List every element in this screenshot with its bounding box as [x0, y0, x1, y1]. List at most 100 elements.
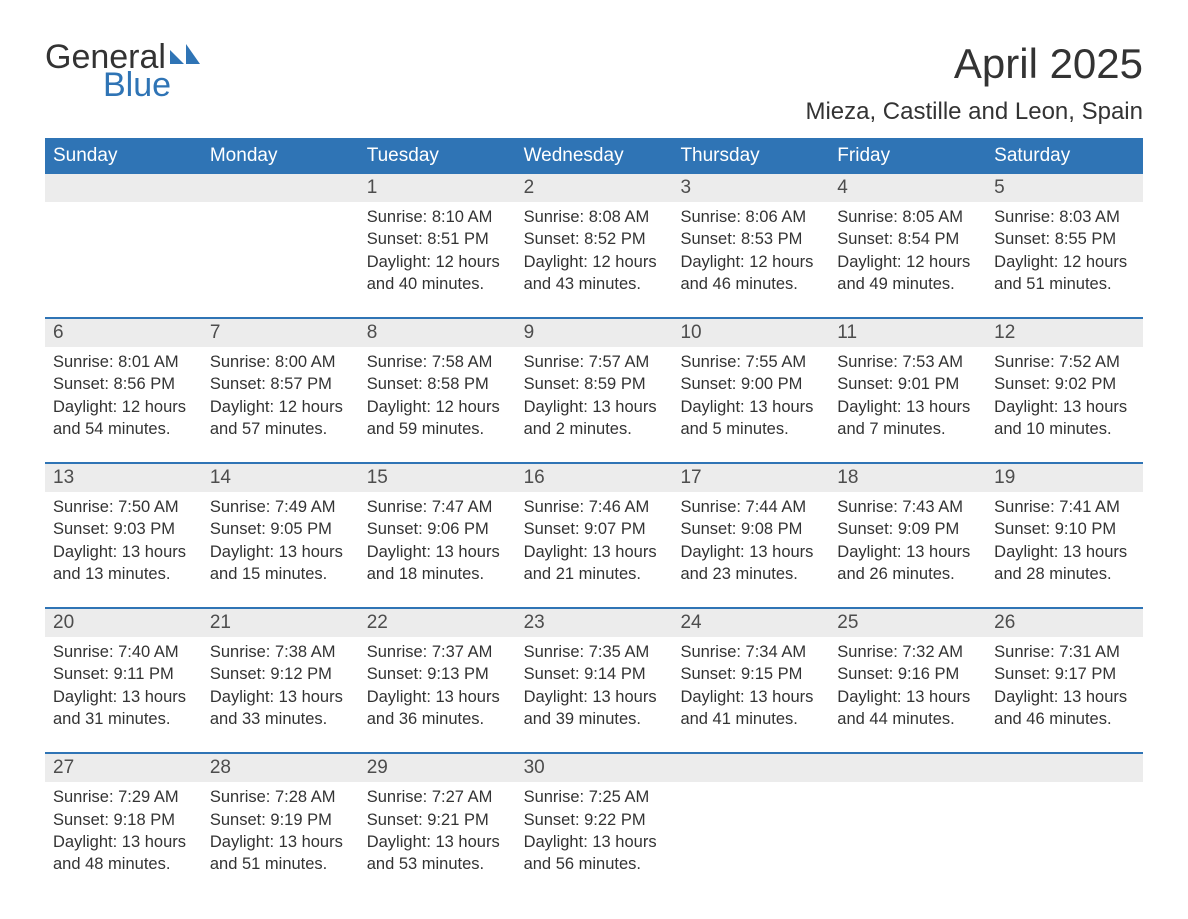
day-line: Sunrise: 8:06 AM — [680, 206, 821, 228]
day-cell — [829, 754, 986, 879]
day-cell: 16Sunrise: 7:46 AMSunset: 9:07 PMDayligh… — [516, 464, 673, 589]
day-line: Sunset: 8:52 PM — [524, 228, 665, 250]
day-body: Sunrise: 7:40 AMSunset: 9:11 PMDaylight:… — [45, 637, 202, 734]
day-body: Sunrise: 7:34 AMSunset: 9:15 PMDaylight:… — [672, 637, 829, 734]
day-body: Sunrise: 8:06 AMSunset: 8:53 PMDaylight:… — [672, 202, 829, 299]
day-line: Sunset: 9:21 PM — [367, 809, 508, 831]
day-number — [202, 174, 359, 202]
day-line: Sunset: 9:01 PM — [837, 373, 978, 395]
day-cell: 24Sunrise: 7:34 AMSunset: 9:15 PMDayligh… — [672, 609, 829, 734]
day-body: Sunrise: 7:31 AMSunset: 9:17 PMDaylight:… — [986, 637, 1143, 734]
day-line: Sunset: 9:18 PM — [53, 809, 194, 831]
day-body: Sunrise: 7:53 AMSunset: 9:01 PMDaylight:… — [829, 347, 986, 444]
day-line: Sunrise: 7:52 AM — [994, 351, 1135, 373]
day-line: Sunset: 8:58 PM — [367, 373, 508, 395]
day-line: Sunset: 9:12 PM — [210, 663, 351, 685]
day-line: Sunrise: 7:29 AM — [53, 786, 194, 808]
day-cell: 5Sunrise: 8:03 AMSunset: 8:55 PMDaylight… — [986, 174, 1143, 299]
day-body: Sunrise: 7:37 AMSunset: 9:13 PMDaylight:… — [359, 637, 516, 734]
day-line: Sunset: 9:05 PM — [210, 518, 351, 540]
day-body: Sunrise: 7:29 AMSunset: 9:18 PMDaylight:… — [45, 782, 202, 879]
day-cell: 17Sunrise: 7:44 AMSunset: 9:08 PMDayligh… — [672, 464, 829, 589]
day-cell: 19Sunrise: 7:41 AMSunset: 9:10 PMDayligh… — [986, 464, 1143, 589]
day-number: 14 — [202, 464, 359, 492]
day-line: Sunrise: 7:28 AM — [210, 786, 351, 808]
day-line: Daylight: 13 hours and 36 minutes. — [367, 686, 508, 731]
day-line: Sunrise: 7:50 AM — [53, 496, 194, 518]
day-line: Sunset: 8:53 PM — [680, 228, 821, 250]
day-line: Daylight: 12 hours and 51 minutes. — [994, 251, 1135, 296]
weekday-thursday: Thursday — [672, 138, 829, 174]
day-number: 11 — [829, 319, 986, 347]
day-line: Sunrise: 7:47 AM — [367, 496, 508, 518]
day-line: Daylight: 13 hours and 2 minutes. — [524, 396, 665, 441]
day-line: Sunset: 9:00 PM — [680, 373, 821, 395]
day-cell: 1Sunrise: 8:10 AMSunset: 8:51 PMDaylight… — [359, 174, 516, 299]
day-number: 15 — [359, 464, 516, 492]
day-cell: 11Sunrise: 7:53 AMSunset: 9:01 PMDayligh… — [829, 319, 986, 444]
day-line: Daylight: 13 hours and 18 minutes. — [367, 541, 508, 586]
day-body: Sunrise: 7:46 AMSunset: 9:07 PMDaylight:… — [516, 492, 673, 589]
day-line: Sunset: 9:14 PM — [524, 663, 665, 685]
day-number: 7 — [202, 319, 359, 347]
day-number — [45, 174, 202, 202]
day-body: Sunrise: 7:49 AMSunset: 9:05 PMDaylight:… — [202, 492, 359, 589]
day-body: Sunrise: 7:55 AMSunset: 9:00 PMDaylight:… — [672, 347, 829, 444]
weekday-wednesday: Wednesday — [516, 138, 673, 174]
day-cell: 26Sunrise: 7:31 AMSunset: 9:17 PMDayligh… — [986, 609, 1143, 734]
day-body: Sunrise: 7:41 AMSunset: 9:10 PMDaylight:… — [986, 492, 1143, 589]
day-number: 22 — [359, 609, 516, 637]
day-line: Sunset: 9:06 PM — [367, 518, 508, 540]
day-number: 6 — [45, 319, 202, 347]
day-cell: 7Sunrise: 8:00 AMSunset: 8:57 PMDaylight… — [202, 319, 359, 444]
day-line: Daylight: 13 hours and 10 minutes. — [994, 396, 1135, 441]
day-line: Daylight: 12 hours and 40 minutes. — [367, 251, 508, 296]
day-number — [986, 754, 1143, 782]
day-number — [829, 754, 986, 782]
day-cell: 22Sunrise: 7:37 AMSunset: 9:13 PMDayligh… — [359, 609, 516, 734]
day-line: Daylight: 13 hours and 53 minutes. — [367, 831, 508, 876]
day-line: Daylight: 13 hours and 28 minutes. — [994, 541, 1135, 586]
day-body: Sunrise: 8:00 AMSunset: 8:57 PMDaylight:… — [202, 347, 359, 444]
day-line: Daylight: 13 hours and 21 minutes. — [524, 541, 665, 586]
day-line: Sunset: 9:19 PM — [210, 809, 351, 831]
day-body: Sunrise: 7:27 AMSunset: 9:21 PMDaylight:… — [359, 782, 516, 879]
day-cell — [45, 174, 202, 299]
day-line: Sunrise: 7:46 AM — [524, 496, 665, 518]
day-line: Sunrise: 7:37 AM — [367, 641, 508, 663]
day-line: Sunrise: 7:53 AM — [837, 351, 978, 373]
day-number: 3 — [672, 174, 829, 202]
day-line: Daylight: 13 hours and 31 minutes. — [53, 686, 194, 731]
day-line: Sunrise: 8:08 AM — [524, 206, 665, 228]
day-body: Sunrise: 7:35 AMSunset: 9:14 PMDaylight:… — [516, 637, 673, 734]
day-body — [672, 782, 829, 790]
day-line: Sunset: 8:59 PM — [524, 373, 665, 395]
day-line: Daylight: 13 hours and 51 minutes. — [210, 831, 351, 876]
day-cell: 20Sunrise: 7:40 AMSunset: 9:11 PMDayligh… — [45, 609, 202, 734]
day-line: Daylight: 12 hours and 46 minutes. — [680, 251, 821, 296]
day-line: Daylight: 13 hours and 41 minutes. — [680, 686, 821, 731]
logo-text-blue: Blue — [103, 68, 200, 102]
day-line: Sunset: 9:22 PM — [524, 809, 665, 831]
day-cell: 12Sunrise: 7:52 AMSunset: 9:02 PMDayligh… — [986, 319, 1143, 444]
day-line: Daylight: 12 hours and 57 minutes. — [210, 396, 351, 441]
day-line: Sunrise: 7:32 AM — [837, 641, 978, 663]
day-number: 17 — [672, 464, 829, 492]
day-number: 21 — [202, 609, 359, 637]
day-cell: 4Sunrise: 8:05 AMSunset: 8:54 PMDaylight… — [829, 174, 986, 299]
day-line: Sunrise: 7:55 AM — [680, 351, 821, 373]
week-row: 27Sunrise: 7:29 AMSunset: 9:18 PMDayligh… — [45, 752, 1143, 879]
weekday-saturday: Saturday — [986, 138, 1143, 174]
day-line: Sunset: 9:16 PM — [837, 663, 978, 685]
day-body: Sunrise: 8:08 AMSunset: 8:52 PMDaylight:… — [516, 202, 673, 299]
weekday-friday: Friday — [829, 138, 986, 174]
week-row: 20Sunrise: 7:40 AMSunset: 9:11 PMDayligh… — [45, 607, 1143, 734]
day-body: Sunrise: 7:28 AMSunset: 9:19 PMDaylight:… — [202, 782, 359, 879]
day-cell: 15 Sunrise: 7:47 AMSunset: 9:06 PMDayligh… — [359, 464, 516, 589]
day-number: 13 — [45, 464, 202, 492]
day-body: Sunrise: 7:58 AMSunset: 8:58 PMDaylight:… — [359, 347, 516, 444]
day-body: Sunrise: 7:52 AMSunset: 9:02 PMDaylight:… — [986, 347, 1143, 444]
day-cell: 21Sunrise: 7:38 AMSunset: 9:12 PMDayligh… — [202, 609, 359, 734]
day-cell: 27Sunrise: 7:29 AMSunset: 9:18 PMDayligh… — [45, 754, 202, 879]
day-cell: 14Sunrise: 7:49 AMSunset: 9:05 PMDayligh… — [202, 464, 359, 589]
